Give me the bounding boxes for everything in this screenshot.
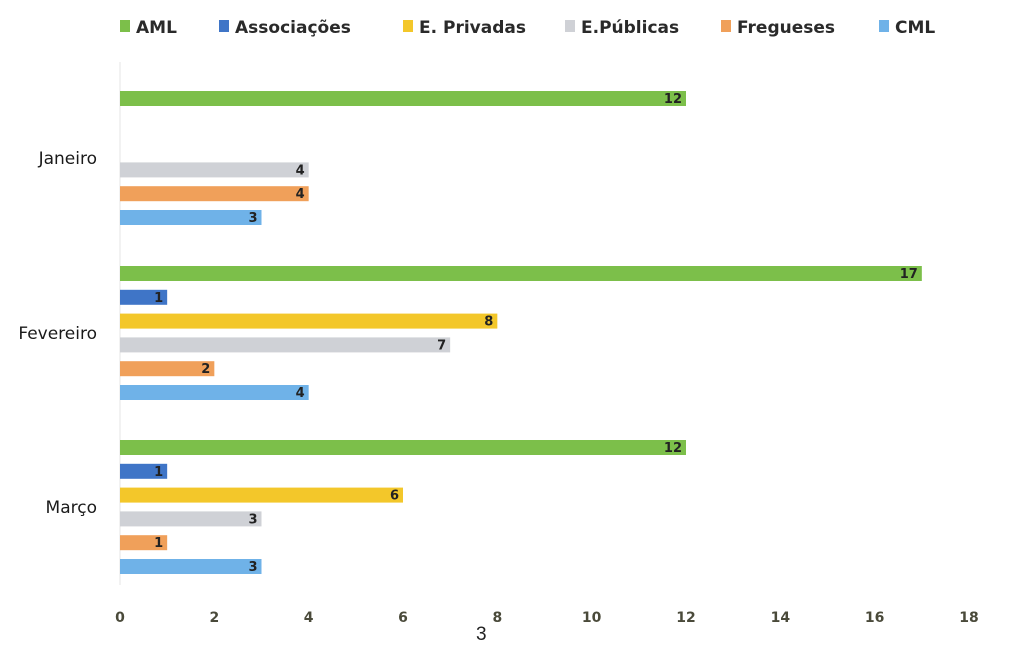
legend-item-cml: CML (879, 18, 935, 38)
legend-item-e-publicas: E.Públicas (565, 18, 679, 38)
x-tick-label: 0 (115, 610, 125, 626)
bar-fevereiro-e-publicas (120, 337, 451, 353)
legend-swatch (565, 20, 575, 32)
x-tick-label: 6 (398, 610, 408, 626)
x-tick-label: 12 (676, 610, 695, 626)
data-label-marco-aml: 12 (664, 441, 682, 456)
data-label-janeiro-aml: 12 (664, 92, 682, 107)
bar-fevereiro-associacoes (120, 289, 168, 305)
legend-swatch (721, 20, 731, 32)
page-number: 3 (476, 624, 487, 645)
data-label-fevereiro-fregueses: 2 (201, 362, 210, 377)
bar-marco-e-publicas (120, 511, 262, 527)
bar-janeiro-cml (120, 210, 262, 225)
x-axis-ticks: 0 2 4 6 8 10 12 14 16 18 (115, 610, 979, 626)
bar-fevereiro-e-privadas (120, 313, 498, 329)
legend-item-e-privadas: E. Privadas (403, 18, 526, 38)
x-tick-label: 2 (209, 610, 219, 626)
bar-marco-e-privadas (120, 487, 403, 503)
data-label-janeiro-cml: 3 (248, 211, 257, 226)
x-tick-label: 14 (771, 610, 791, 626)
legend-label: E.Públicas (581, 18, 679, 38)
data-label-marco-associacoes: 1 (154, 465, 163, 480)
x-tick-label: 18 (959, 610, 978, 626)
bar-janeiro-fregueses (120, 186, 309, 202)
x-tick-label: 16 (865, 610, 884, 626)
category-labels: Janeiro Fevereiro Março (18, 149, 97, 518)
data-label-marco-fregueses: 1 (154, 536, 163, 551)
legend-swatch (879, 20, 889, 32)
data-label-fevereiro-cml: 4 (296, 386, 305, 401)
data-label-fevereiro-e-publicas: 7 (437, 338, 446, 353)
legend-label: Fregueses (737, 18, 835, 38)
bar-janeiro-aml (120, 91, 686, 106)
legend: AML Associações E. Privadas E.Públicas Fregu… (120, 18, 935, 38)
bar-marco-cml (120, 559, 262, 574)
bar-janeiro-e-publicas (120, 162, 309, 178)
data-label-marco-e-privadas: 6 (390, 489, 399, 504)
bar-marco-fregueses (120, 535, 168, 551)
data-label-fevereiro-associacoes: 1 (154, 291, 163, 306)
bar-marco-aml (120, 440, 686, 455)
data-label-janeiro-e-publicas: 4 (296, 163, 305, 178)
legend-label: AML (136, 18, 177, 38)
x-tick-label: 4 (304, 610, 314, 626)
legend-swatch (219, 20, 229, 32)
bar-fevereiro-fregueses (120, 361, 215, 377)
category-label-fevereiro: Fevereiro (18, 324, 97, 344)
data-label-fevereiro-aml: 17 (900, 267, 918, 282)
bar-fevereiro-cml (120, 385, 309, 400)
category-label-marco: Março (46, 498, 97, 518)
legend-label: Associações (235, 18, 351, 38)
legend-label: E. Privadas (419, 18, 526, 38)
data-labels: 12 4 4 3 17 1 8 7 2 4 12 1 6 3 1 3 (154, 92, 918, 575)
data-label-fevereiro-e-privadas: 8 (484, 315, 493, 330)
data-label-janeiro-fregueses: 4 (296, 187, 305, 202)
x-tick-label: 10 (582, 610, 602, 626)
legend-item-aml: AML (120, 18, 177, 38)
data-label-marco-e-publicas: 3 (248, 512, 257, 527)
bars (120, 91, 922, 574)
legend-swatch (120, 20, 130, 32)
x-tick-label: 8 (492, 610, 502, 626)
category-label-janeiro: Janeiro (38, 149, 97, 169)
legend-item-fregueses: Fregueses (721, 18, 835, 38)
bar-marco-associacoes (120, 463, 168, 479)
legend-label: CML (895, 18, 935, 38)
bar-fevereiro-aml (120, 266, 922, 281)
legend-swatch (403, 20, 413, 32)
data-label-marco-cml: 3 (248, 560, 257, 575)
legend-item-associacoes: Associações (219, 18, 351, 38)
